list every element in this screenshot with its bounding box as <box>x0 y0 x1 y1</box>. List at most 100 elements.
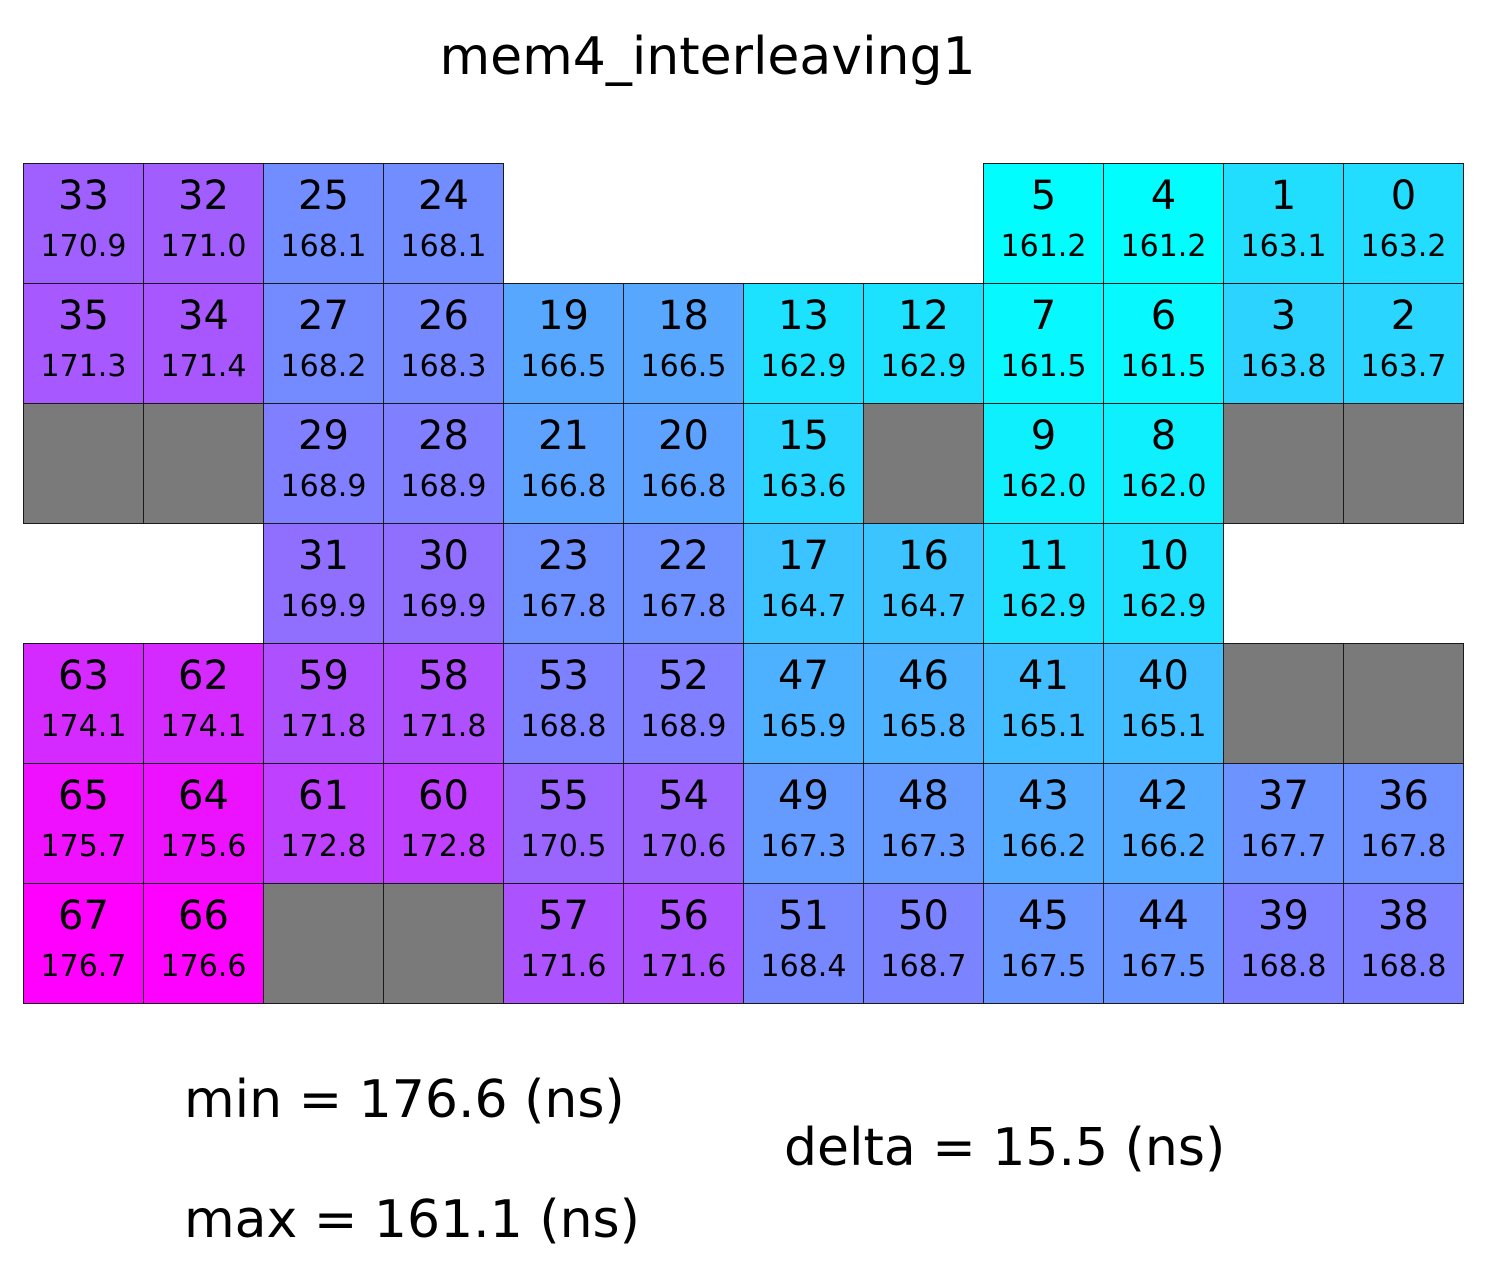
cell-id-label: 26 <box>418 293 469 339</box>
cell-value-label: 162.9 <box>760 349 847 384</box>
cell-id-label: 10 <box>1138 533 1189 579</box>
heatmap-cell: 26 168.3 <box>383 283 504 404</box>
heatmap-cell: 23 167.8 <box>503 523 624 644</box>
cell-value-label: 165.1 <box>1000 709 1087 744</box>
heatmap-cell: 56 171.6 <box>623 883 744 1004</box>
heatmap-cell: 39 168.8 <box>1223 883 1344 1004</box>
cell-value-label: 166.8 <box>640 469 727 504</box>
heatmap-cell: 16 164.7 <box>863 523 984 644</box>
heatmap-cell-empty <box>143 403 264 524</box>
cell-value-label: 164.7 <box>760 589 847 624</box>
cell-value-label: 171.8 <box>400 709 487 744</box>
cell-id-label: 61 <box>298 773 349 819</box>
cell-id-label: 19 <box>538 293 589 339</box>
chart-title: mem4_interleaving1 <box>439 27 976 87</box>
cell-id-label: 16 <box>898 533 949 579</box>
heatmap-cell: 21 166.8 <box>503 403 624 524</box>
cell-id-label: 9 <box>1030 413 1057 459</box>
heatmap-cell-empty <box>1343 643 1464 764</box>
heatmap-cell-empty <box>263 883 384 1004</box>
cell-id-label: 34 <box>178 293 229 339</box>
cell-value-label: 161.5 <box>1000 349 1087 384</box>
cell-id-label: 22 <box>658 533 709 579</box>
cell-id-label: 8 <box>1150 413 1177 459</box>
heatmap-cell: 3 163.8 <box>1223 283 1344 404</box>
heatmap-cell: 63 174.1 <box>23 643 144 764</box>
cell-value-label: 170.9 <box>40 229 127 264</box>
cell-value-label: 166.2 <box>1000 829 1087 864</box>
cell-value-label: 170.5 <box>520 829 607 864</box>
heatmap-cell: 29 168.9 <box>263 403 384 524</box>
cell-value-label: 162.9 <box>1000 589 1087 624</box>
cell-id-label: 59 <box>298 653 349 699</box>
heatmap-cell: 60 172.8 <box>383 763 504 884</box>
cell-id-label: 51 <box>778 893 829 939</box>
heatmap-cell: 25 168.1 <box>263 163 384 284</box>
heatmap-cell: 49 167.3 <box>743 763 864 884</box>
cell-id-label: 30 <box>418 533 469 579</box>
cell-value-label: 175.6 <box>160 829 247 864</box>
cell-id-label: 25 <box>298 173 349 219</box>
cell-value-label: 168.8 <box>1360 949 1447 984</box>
cell-value-label: 171.3 <box>40 349 127 384</box>
heatmap-cell: 18 166.5 <box>623 283 744 404</box>
cell-value-label: 162.9 <box>1120 589 1207 624</box>
heatmap-cell: 28 168.9 <box>383 403 504 524</box>
cell-id-label: 12 <box>898 293 949 339</box>
heatmap-cell: 54 170.6 <box>623 763 744 884</box>
heatmap-cell: 43 166.2 <box>983 763 1104 884</box>
cell-id-label: 52 <box>658 653 709 699</box>
min-label: min = 176.6 (ns) <box>184 1070 625 1130</box>
heatmap-cell: 4 161.2 <box>1103 163 1224 284</box>
cell-value-label: 165.9 <box>760 709 847 744</box>
heatmap-cell: 45 167.5 <box>983 883 1104 1004</box>
cell-id-label: 58 <box>418 653 469 699</box>
cell-value-label: 168.8 <box>1240 949 1327 984</box>
cell-value-label: 163.8 <box>1240 349 1327 384</box>
heatmap-cell: 35 171.3 <box>23 283 144 404</box>
heatmap-cell-empty <box>383 883 504 1004</box>
heatmap-cell: 66 176.6 <box>143 883 264 1004</box>
cell-value-label: 163.6 <box>760 469 847 504</box>
cell-value-label: 174.1 <box>40 709 127 744</box>
cell-value-label: 167.8 <box>520 589 607 624</box>
heatmap-cell: 62 174.1 <box>143 643 264 764</box>
heatmap-cell: 6 161.5 <box>1103 283 1224 404</box>
cell-id-label: 13 <box>778 293 829 339</box>
cell-id-label: 29 <box>298 413 349 459</box>
cell-id-label: 4 <box>1150 173 1177 219</box>
cell-value-label: 162.9 <box>880 349 967 384</box>
heatmap-cell: 61 172.8 <box>263 763 384 884</box>
heatmap-cell: 50 168.7 <box>863 883 984 1004</box>
cell-value-label: 168.1 <box>400 229 487 264</box>
cell-id-label: 67 <box>58 893 109 939</box>
max-label: max = 161.1 (ns) <box>184 1190 640 1250</box>
cell-value-label: 172.8 <box>400 829 487 864</box>
cell-value-label: 171.8 <box>280 709 367 744</box>
heatmap-cell: 8 162.0 <box>1103 403 1224 524</box>
heatmap-cell: 17 164.7 <box>743 523 864 644</box>
cell-id-label: 48 <box>898 773 949 819</box>
cell-id-label: 21 <box>538 413 589 459</box>
cell-id-label: 17 <box>778 533 829 579</box>
cell-id-label: 63 <box>58 653 109 699</box>
heatmap-cell: 22 167.8 <box>623 523 744 644</box>
cell-id-label: 45 <box>1018 893 1069 939</box>
cell-id-label: 27 <box>298 293 349 339</box>
cell-id-label: 41 <box>1018 653 1069 699</box>
heatmap-cell: 52 168.9 <box>623 643 744 764</box>
cell-id-label: 50 <box>898 893 949 939</box>
heatmap-cell: 11 162.9 <box>983 523 1104 644</box>
cell-id-label: 62 <box>178 653 229 699</box>
cell-value-label: 166.5 <box>520 349 607 384</box>
heatmap-cell: 55 170.5 <box>503 763 624 884</box>
cell-value-label: 167.3 <box>880 829 967 864</box>
cell-value-label: 168.9 <box>400 469 487 504</box>
cell-value-label: 169.9 <box>400 589 487 624</box>
heatmap-cell: 64 175.6 <box>143 763 264 884</box>
heatmap-cell: 1 163.1 <box>1223 163 1344 284</box>
cell-value-label: 176.6 <box>160 949 247 984</box>
heatmap-cell: 13 162.9 <box>743 283 864 404</box>
cell-value-label: 163.2 <box>1360 229 1447 264</box>
cell-value-label: 168.3 <box>400 349 487 384</box>
